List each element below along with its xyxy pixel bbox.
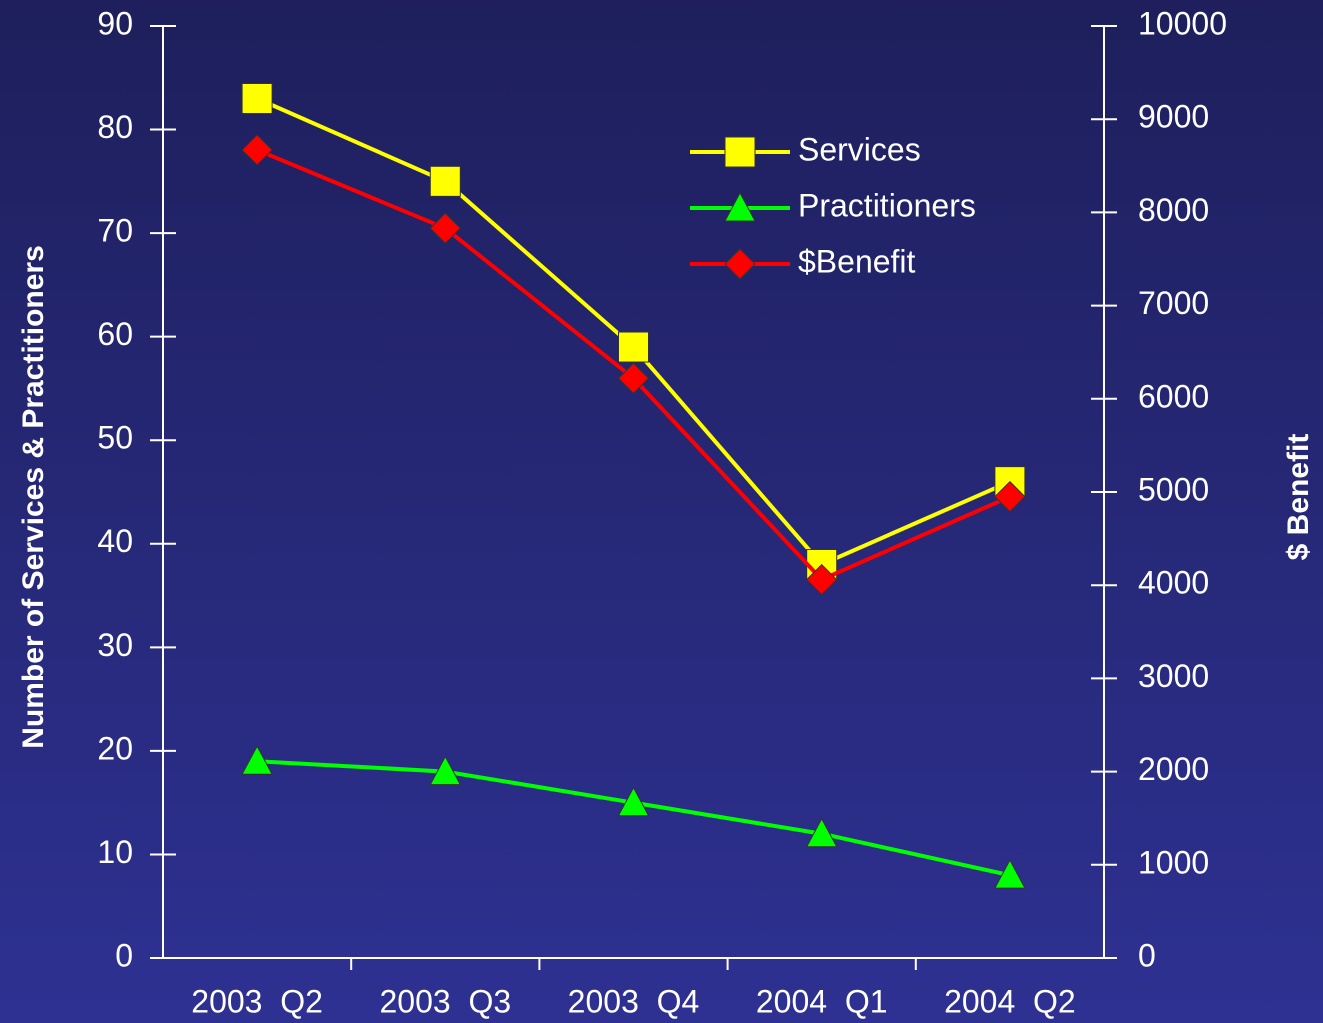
x-tick-label: 2004 Q2 bbox=[944, 983, 1076, 1019]
y-tick-label: 10 bbox=[97, 834, 133, 870]
marker bbox=[429, 755, 462, 786]
marker bbox=[241, 745, 273, 775]
y-tick-label: 60 bbox=[97, 316, 133, 352]
x-tick-label: 2003 Q4 bbox=[568, 983, 700, 1019]
y2-tick-label: 9000 bbox=[1138, 99, 1209, 135]
y-tick-label: 50 bbox=[97, 420, 133, 456]
marker bbox=[994, 859, 1026, 889]
x-tick-label: 2003 Q2 bbox=[191, 983, 323, 1019]
marker bbox=[241, 134, 273, 166]
marker bbox=[618, 331, 649, 363]
y-tick-label: 0 bbox=[115, 937, 133, 973]
y-tick-label: 80 bbox=[97, 109, 133, 145]
y2-tick-label: 0 bbox=[1138, 937, 1156, 973]
legend-marker bbox=[724, 191, 756, 222]
marker bbox=[241, 82, 273, 114]
marker bbox=[805, 817, 838, 848]
y2-tick-label: 2000 bbox=[1138, 751, 1209, 787]
y-tick-label: 40 bbox=[97, 523, 133, 559]
x-tick-label: 2004 Q1 bbox=[756, 983, 888, 1019]
marker bbox=[429, 212, 462, 244]
y-tick-label: 20 bbox=[97, 730, 133, 766]
y2-tick-label: 3000 bbox=[1138, 658, 1209, 694]
marker bbox=[617, 362, 650, 395]
y2-tick-label: 4000 bbox=[1138, 565, 1209, 601]
legend-label: $Benefit bbox=[798, 243, 916, 279]
y-tick-label: 70 bbox=[97, 213, 133, 249]
y2-tick-label: 7000 bbox=[1138, 285, 1209, 321]
legend-marker bbox=[724, 136, 756, 168]
y2-tick-label: 8000 bbox=[1138, 192, 1209, 228]
y2-tick-label: 5000 bbox=[1138, 471, 1209, 507]
y2-tick-label: 10000 bbox=[1138, 5, 1227, 41]
y-tick-label: 30 bbox=[97, 627, 133, 663]
legend-marker bbox=[724, 248, 756, 280]
x-tick-label: 2003 Q3 bbox=[379, 983, 511, 1019]
y-tick-label: 90 bbox=[97, 5, 133, 41]
marker bbox=[617, 786, 650, 817]
y2-tick-label: 6000 bbox=[1138, 378, 1209, 414]
marker bbox=[805, 563, 838, 596]
y2-axis-title: $ Benefit bbox=[1282, 434, 1315, 561]
marker bbox=[429, 165, 461, 197]
y2-tick-label: 1000 bbox=[1138, 844, 1209, 880]
legend-label: Services bbox=[798, 131, 921, 167]
legend-label: Practitioners bbox=[798, 187, 976, 223]
y-axis-title: Number of Services & Practitioners bbox=[17, 245, 50, 749]
marker bbox=[994, 480, 1026, 513]
